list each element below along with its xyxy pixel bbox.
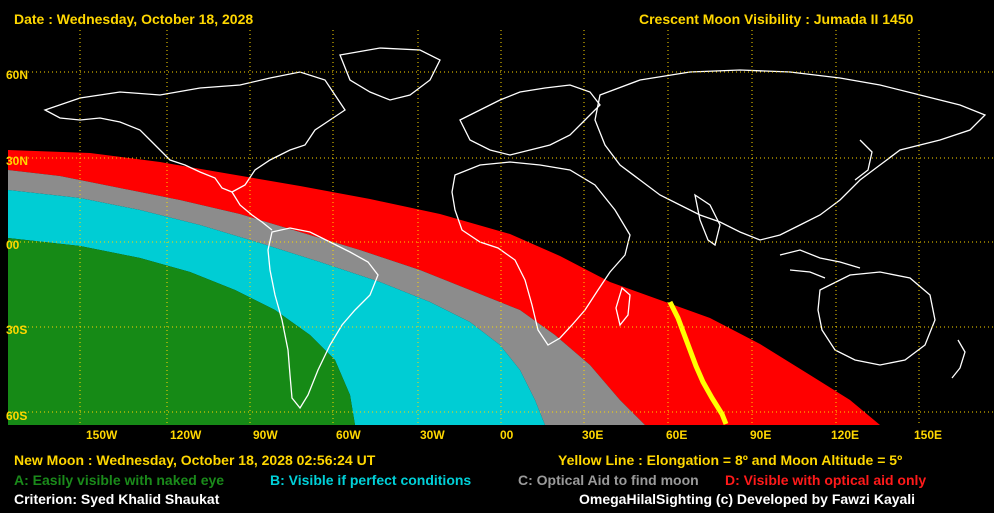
lat-label-60n: 60N: [6, 68, 29, 82]
lat-label-30s: 30S: [6, 323, 28, 337]
lon-label-150e: 150E: [914, 428, 943, 442]
legend-a: A: Easily visible with naked eye: [14, 472, 225, 488]
lat-lon-grid: [8, 30, 994, 425]
lon-label-90w: 90W: [253, 428, 278, 442]
elongation-yellow-line: [667, 300, 729, 425]
lon-label-60e: 60E: [666, 428, 688, 442]
new-moon-label: New Moon : Wednesday, October 18, 2028 0…: [14, 452, 376, 468]
yellow-line-label: Yellow Line : Elongation = 8º and Moon A…: [558, 452, 903, 468]
criterion-label: Criterion: Syed Khalid Shaukat: [14, 491, 220, 507]
lon-label-60w: 60W: [336, 428, 361, 442]
legend-d: D: Visible with optical aid only: [725, 472, 927, 488]
legend-c: C: Optical Aid to find moon: [518, 472, 699, 488]
lon-label-30w: 30W: [420, 428, 445, 442]
zone-c-gray: [8, 170, 645, 425]
zone-a-green: [8, 238, 355, 425]
zone-d-red: [8, 150, 880, 425]
lat-label-60s: 60S: [6, 409, 28, 423]
lon-label-30e: 30E: [582, 428, 604, 442]
zone-b-cyan: [8, 190, 545, 425]
lon-label-00: 00: [500, 428, 514, 442]
lon-label-90e: 90E: [750, 428, 772, 442]
lon-label-150w: 150W: [86, 428, 118, 442]
lon-label-120w: 120W: [170, 428, 202, 442]
date-label: Date : Wednesday, October 18, 2028: [14, 11, 254, 27]
lat-label-00: 00: [6, 238, 20, 252]
map-title: Crescent Moon Visibility : Jumada II 145…: [639, 11, 914, 27]
lat-label-30n: 30N: [6, 154, 29, 168]
lon-label-120e: 120E: [831, 428, 860, 442]
legend-b: B: Visible if perfect conditions: [270, 472, 472, 488]
credit-label: OmegaHilalSighting (c) Developed by Fawz…: [579, 491, 916, 507]
visibility-zones: [8, 150, 880, 425]
